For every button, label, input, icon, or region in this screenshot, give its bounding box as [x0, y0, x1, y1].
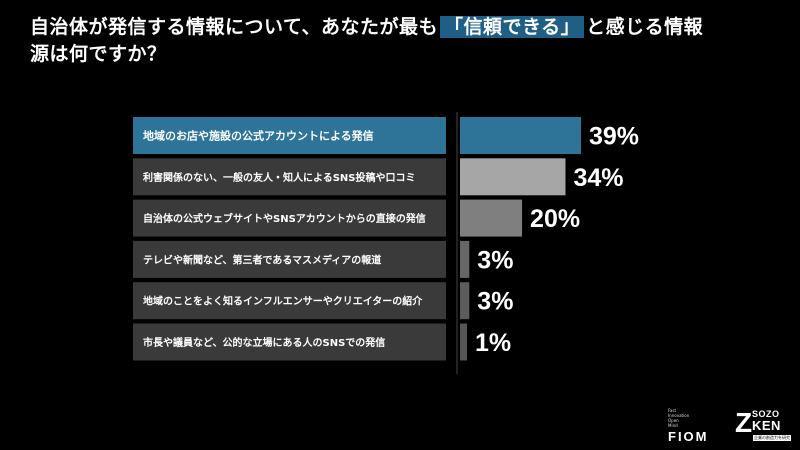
category-label: 地域のことをよく知るインフルエンサーやクリエイターの紹介	[143, 295, 423, 308]
sozoken-sub: 企業の創造力を研究	[753, 435, 791, 441]
category-label: 利害関係のない、一般の友人・知人によるSNS投稿や口コミ	[143, 171, 415, 184]
fiom-tagline-3: Open	[668, 418, 679, 423]
bar	[460, 199, 523, 237]
fiom-tagline-1: Fast	[668, 408, 677, 413]
category-label: 自治体の公式ウェブサイトやSNSアカウントからの直接の発信	[143, 212, 426, 225]
title-text-line2: 源は何ですか？	[30, 43, 167, 65]
fiom-wordmark: FIOM	[668, 429, 709, 444]
category-label-box	[133, 240, 446, 278]
bar	[460, 158, 566, 196]
category-label: テレビや新聞など、第三者であるマスメディアの報道	[143, 253, 381, 266]
value-label: 39%	[589, 123, 639, 151]
category-label-box	[133, 282, 446, 320]
sozoken-z-mark: Z	[735, 407, 753, 438]
sozoken-bottom: KEN	[752, 418, 781, 433]
fiom-tagline-2: Innovation	[668, 413, 690, 418]
sozoken-logo: Z SOZO KEN 企業の創造力を研究	[735, 407, 791, 445]
bar	[460, 282, 470, 320]
category-label: 地域のお店や施設の公式アカウントによる発信	[143, 129, 374, 143]
category-label-box	[133, 158, 446, 196]
value-label: 1%	[475, 329, 511, 357]
fiom-tagline-4: Mind	[668, 423, 678, 428]
value-label: 3%	[477, 288, 513, 316]
category-label-box	[133, 199, 446, 237]
category-label-box	[133, 117, 446, 154]
title-highlight: 「信頼できる」	[439, 16, 585, 38]
value-label: 3%	[477, 246, 513, 274]
title-text: 自治体が発信する情報について、あなたが最も	[30, 16, 438, 38]
value-label: 34%	[573, 164, 623, 192]
title-text-post: と感じる情報	[586, 16, 704, 38]
sozoken-top: SOZO	[752, 409, 780, 419]
fiom-logo: Fast Innovation Open Mind FIOM	[668, 408, 728, 444]
category-label: 市長や議員など、公的な立場にある人のSNSでの発信	[143, 336, 385, 349]
bar	[460, 117, 581, 154]
page-title: 自治体が発信する情報について、あなたが最も 「信頼できる」 と感じる情報 源は何です…	[30, 14, 770, 68]
bar	[460, 240, 470, 278]
category-label-box	[133, 323, 446, 361]
value-label: 20%	[530, 205, 580, 233]
bar	[460, 323, 467, 361]
